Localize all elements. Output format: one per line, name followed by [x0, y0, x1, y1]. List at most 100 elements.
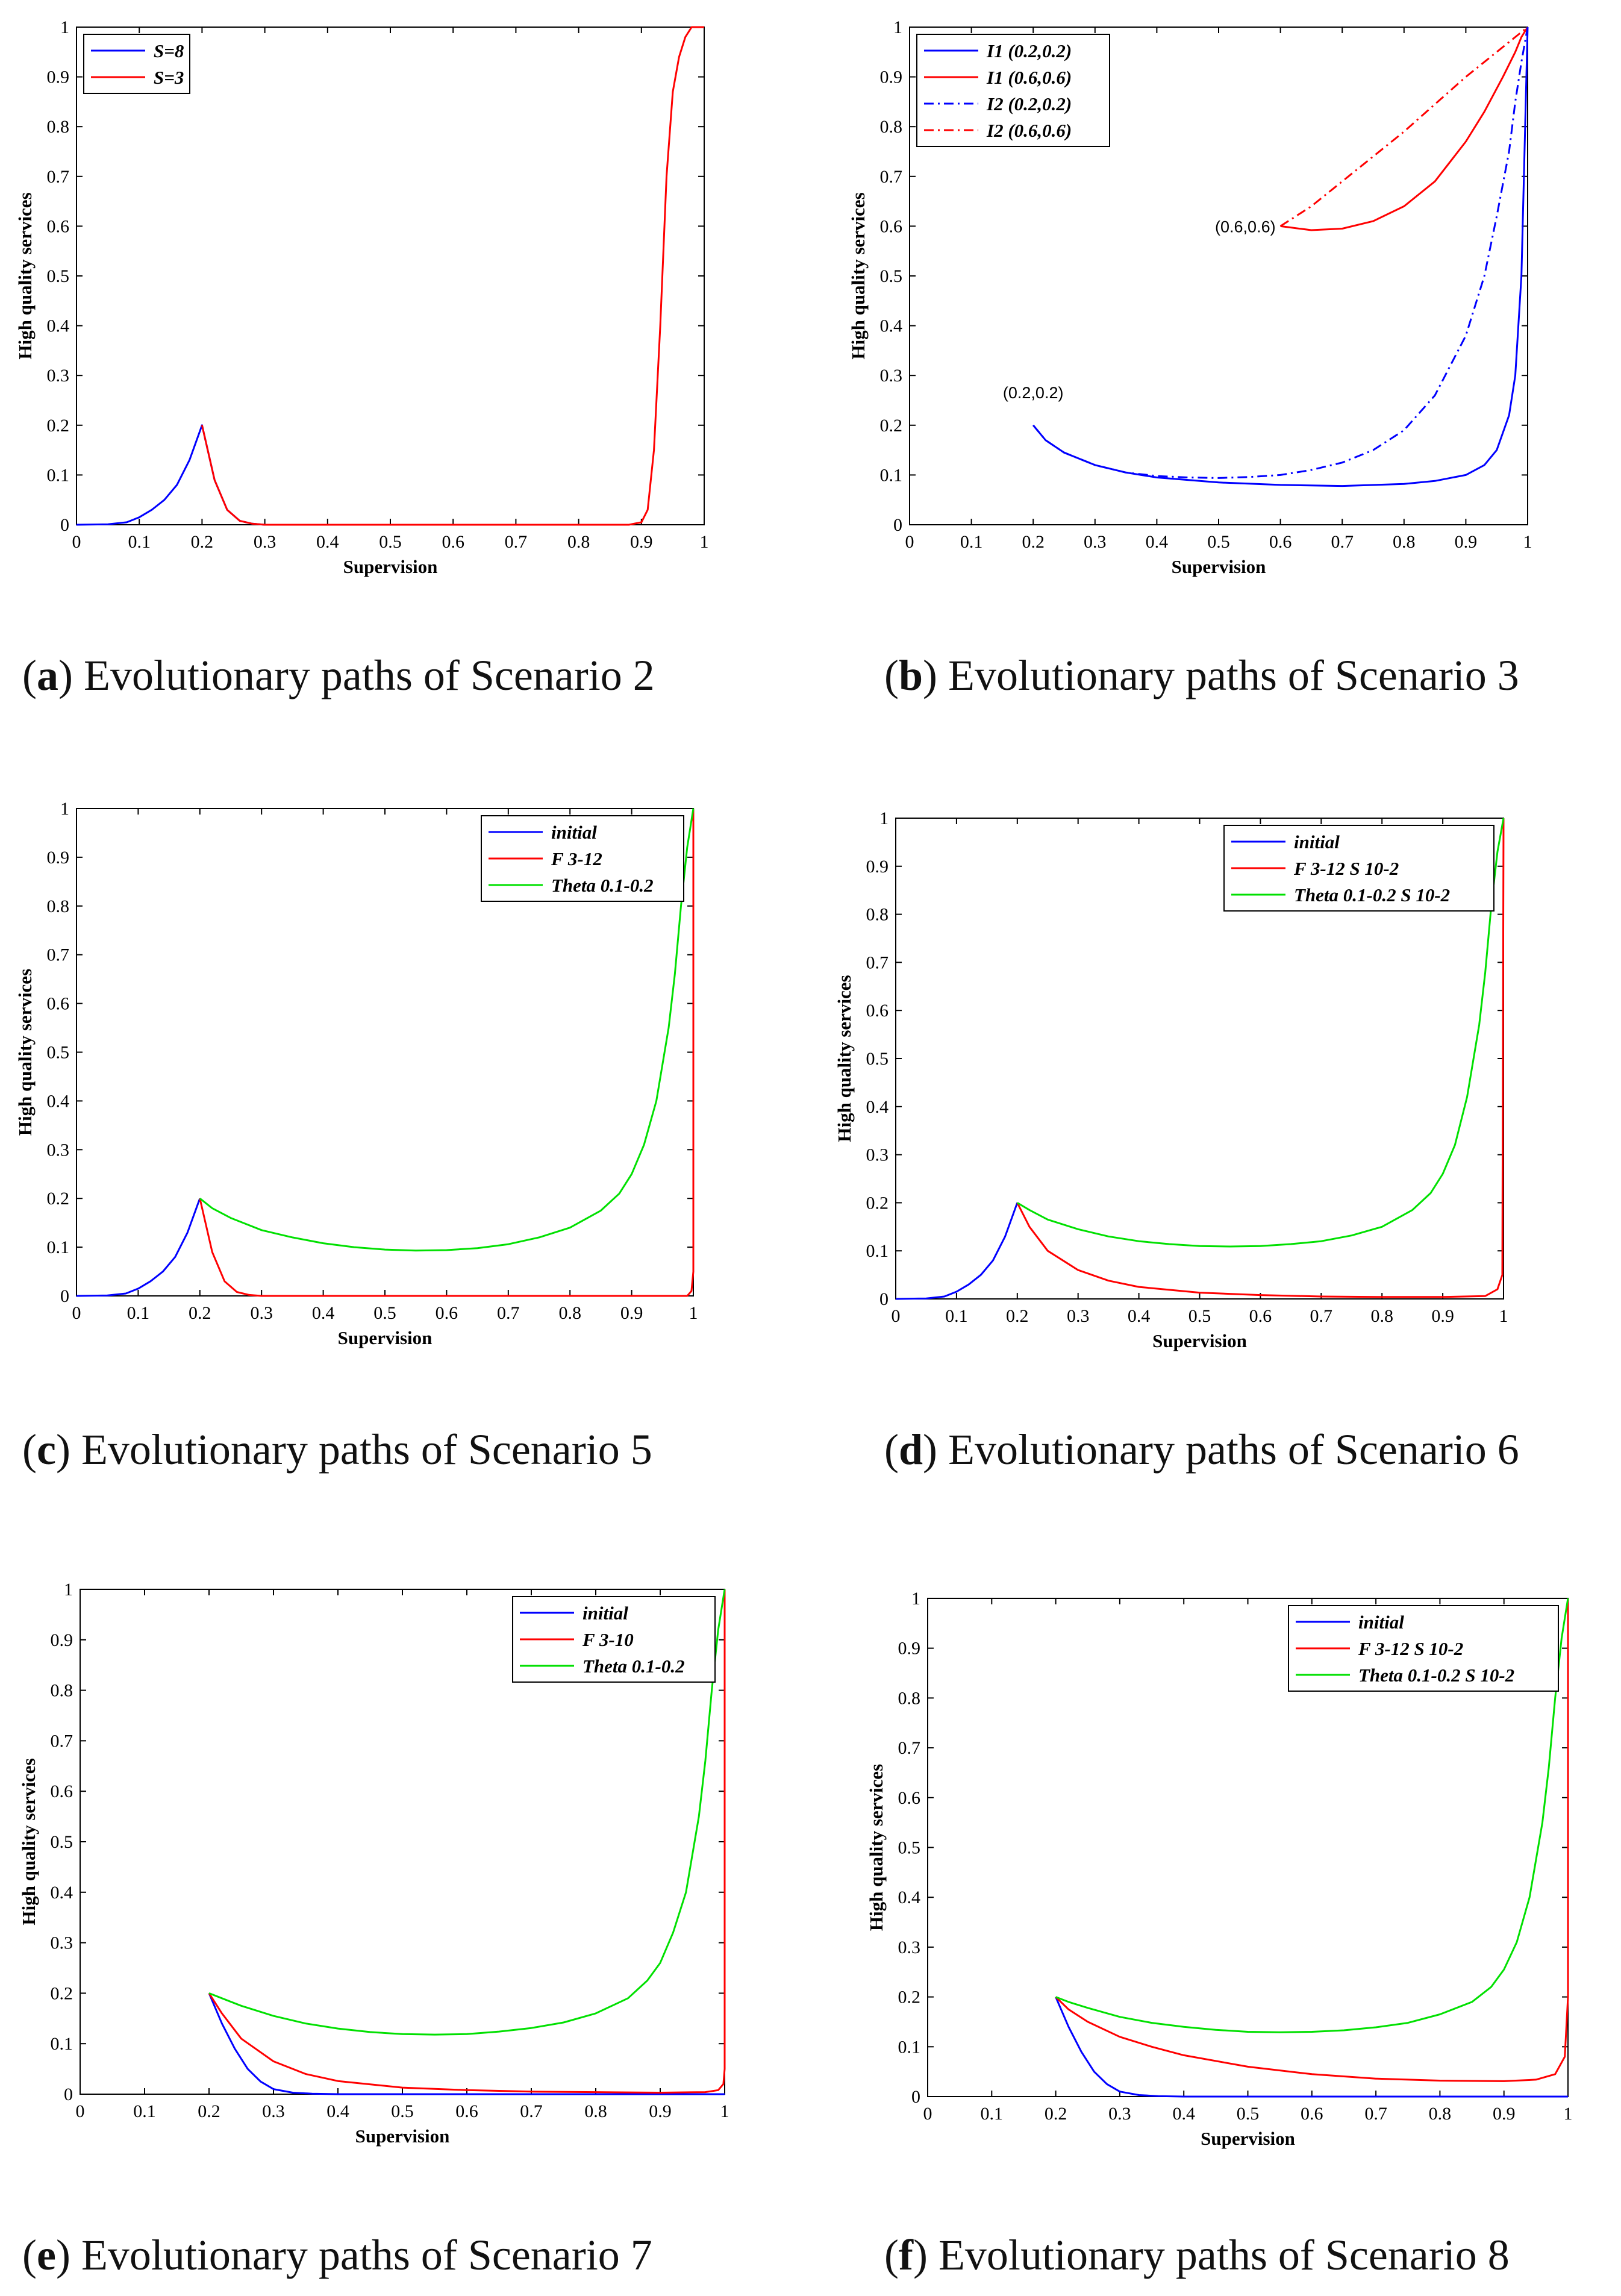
annotation-1: (0.6,0.6): [1215, 217, 1276, 236]
x-tick-label: 0.5: [1237, 2104, 1260, 2124]
x-tick-label: 0.2: [191, 532, 214, 552]
y-tick-label: 0.5: [47, 266, 70, 286]
x-tick-label: 0.3: [262, 2101, 285, 2121]
legend-label: initial: [1294, 831, 1340, 852]
x-tick-label: 1: [720, 2101, 729, 2121]
series-line-2: [1055, 1598, 1569, 2082]
x-tick-label: 0.8: [558, 1303, 581, 1323]
y-tick-label: 0.4: [866, 1097, 889, 1117]
y-tick-label: 0.1: [866, 1241, 889, 1261]
x-tick-label: 0.5: [391, 2101, 414, 2121]
caption-e: (e) Evolutionary paths of Scenario 7: [22, 2231, 652, 2279]
y-tick-label: 0.2: [866, 1193, 889, 1213]
x-tick-label: 0.8: [1370, 1306, 1393, 1326]
x-tick-label: 1: [689, 1303, 698, 1323]
legend: S=8S=3: [83, 34, 190, 94]
legend-label: S=3: [154, 67, 184, 88]
x-tick-label: 0.6: [442, 532, 464, 552]
y-tick-label: 0.7: [47, 167, 70, 187]
legend-label: F 3-12: [551, 848, 602, 869]
x-tick-label: 0.6: [436, 1303, 458, 1323]
y-axis-label: High quality services: [848, 192, 869, 359]
caption-b: (b) Evolutionary paths of Scenario 3: [884, 651, 1519, 699]
y-tick-label: 0.4: [898, 1888, 921, 1907]
y-tick-label: 0.1: [47, 1237, 70, 1257]
y-tick-label: 0.8: [866, 905, 889, 925]
x-tick-label: 0.7: [1364, 2104, 1387, 2124]
y-axis-label: High quality services: [14, 969, 36, 1136]
legend-label: F 3-12 S 10-2: [1293, 858, 1399, 879]
x-axis-label: Supervision: [1201, 2128, 1295, 2149]
x-tick-label: 0.2: [1045, 2104, 1067, 2124]
y-tick-label: 1: [911, 1589, 920, 1609]
x-tick-label: 0.6: [1249, 1306, 1272, 1326]
legend: initial F 3-12 S 10-2 Theta 0.1-0.2 S 10-2: [1288, 1605, 1559, 1692]
y-tick-label: 0.1: [880, 465, 903, 485]
y-tick-label: 0.6: [47, 216, 70, 236]
legend: initial F 3-10 Theta 0.1-0.2: [512, 1596, 716, 1683]
y-tick-label: 0.2: [47, 1189, 70, 1209]
y-tick-label: 0.4: [47, 316, 70, 336]
x-tick-label: 0.2: [189, 1303, 211, 1323]
legend-label: Theta 0.1-0.2 S 10-2: [1358, 1665, 1514, 1686]
legend-label: F 3-12 S 10-2: [1358, 1638, 1463, 1659]
x-tick-label: 0.2: [1006, 1306, 1029, 1326]
x-tick-label: 1: [700, 532, 709, 552]
annotation-2: (0.2,0.2): [1003, 384, 1064, 402]
x-tick-label: 0.7: [505, 532, 528, 552]
y-tick-label: 0.7: [898, 1738, 921, 1758]
series-line-2: [199, 809, 695, 1297]
y-tick-label: 0.5: [51, 1832, 73, 1852]
y-tick-label: 0.5: [866, 1049, 889, 1069]
y-tick-label: 0.5: [47, 1043, 70, 1063]
y-tick-label: 0.1: [898, 2037, 921, 2057]
x-tick-label: 0.5: [373, 1303, 396, 1323]
y-tick-label: 0.6: [47, 994, 70, 1014]
series-line-1: [1032, 27, 1529, 487]
caption-a: (a) Evolutionary paths of Scenario 2: [22, 651, 655, 699]
x-tick-label: 0.9: [620, 1303, 643, 1323]
legend-box: [1288, 1605, 1559, 1692]
y-tick-label: 0.4: [47, 1091, 70, 1111]
x-tick-label: 0.9: [1493, 2104, 1516, 2124]
legend-label: Theta 0.1-0.2: [582, 1656, 685, 1677]
x-axis-label: Supervision: [343, 556, 438, 577]
chart-f: 0 0.1 0.2 0.3 0.4 0.5 0.6 0.7 0.8 0.9 1 0 0.1 0.2 0.3 0…: [866, 1589, 1573, 2149]
legend-label: initial: [582, 1603, 628, 1624]
legend-box: [916, 34, 1110, 147]
y-tick-label: 0: [60, 1286, 69, 1306]
y-tick-label: 0.8: [880, 117, 903, 137]
y-tick-label: 0.2: [898, 1988, 921, 2007]
plot-area: [76, 27, 705, 525]
x-tick-label: 0: [923, 2104, 932, 2124]
y-tick-label: 0.9: [880, 67, 903, 87]
y-tick-label: 0.2: [51, 1983, 73, 2003]
x-axis-label: Supervision: [1152, 1330, 1247, 1351]
x-tick-label: 0.9: [1455, 532, 1478, 552]
series-line-1: [895, 1202, 1019, 1300]
x-tick-label: 0.1: [945, 1306, 968, 1326]
y-tick-label: 0.3: [866, 1145, 889, 1165]
x-tick-label: 0.1: [128, 532, 151, 552]
x-tick-label: 1: [1523, 532, 1532, 552]
x-tick-label: 0: [905, 532, 914, 552]
y-tick-label: 0.7: [866, 952, 889, 972]
x-tick-label: 0: [72, 1303, 81, 1323]
series-line-2: [201, 26, 704, 526]
x-axis-label: Supervision: [355, 2126, 450, 2147]
legend-label: I1 (0.6,0.6): [986, 67, 1072, 88]
y-tick-label: 0.7: [51, 1731, 73, 1751]
y-tick-label: 0.4: [880, 316, 903, 336]
y-tick-label: 0.9: [51, 1630, 73, 1650]
legend-label: I1 (0.2,0.2): [986, 40, 1072, 61]
y-tick-label: 0.7: [47, 945, 70, 965]
x-tick-label: 0: [76, 2101, 85, 2121]
x-axis-label: Supervision: [338, 1327, 433, 1348]
x-tick-label: 1: [1564, 2104, 1573, 2124]
x-tick-label: 0.8: [1393, 532, 1416, 552]
y-tick-label: 0: [911, 2087, 920, 2107]
legend-label: Theta 0.1-0.2: [551, 875, 654, 896]
x-tick-label: 0.6: [1269, 532, 1292, 552]
chart-d: 0 0.1 0.2 0.3 0.4 0.5 0.6 0.7 0.8 0.9 1 0 0.1 0.2 0.3 0…: [834, 809, 1508, 1351]
series-line-3: [1032, 27, 1529, 479]
